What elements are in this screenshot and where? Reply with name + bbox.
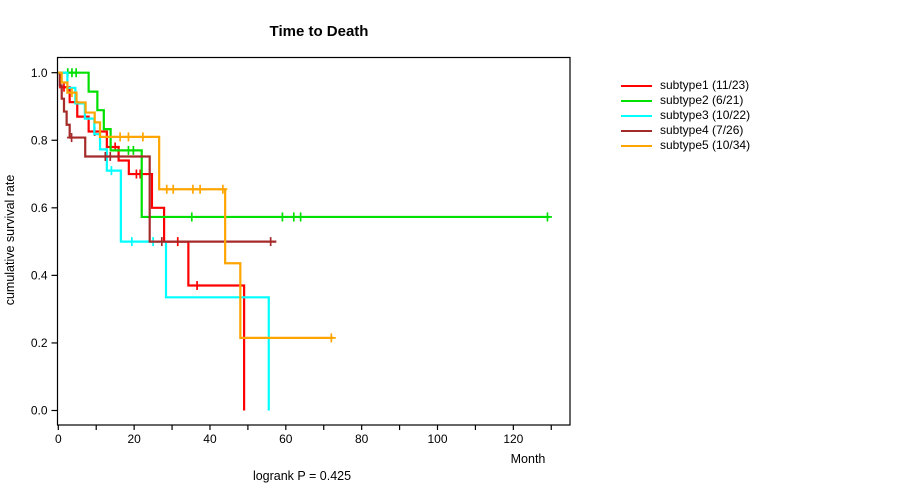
chart-title: Time to Death <box>270 23 369 40</box>
censor-marks-subtype4 <box>67 133 276 247</box>
legend-item-subtype1: subtype1 (11/23) <box>621 78 750 93</box>
legend-line-swatch-subtype2 <box>621 99 652 102</box>
x-axis-title: Month <box>511 452 546 466</box>
axes: 0 20 40 60 80 100 120 0.0 0.2 0.4 0.6 0.8 1.0 <box>31 56 571 446</box>
km-curve-subtype4 <box>58 71 277 243</box>
logrank-pvalue-text: logrank P = 0.425 <box>253 469 351 483</box>
y-tick-label: 0.6 <box>31 201 48 215</box>
legend-line-swatch-subtype4 <box>621 129 652 132</box>
survival-curves <box>58 68 552 411</box>
y-tick-label: 0.4 <box>31 269 48 283</box>
legend: subtype1 (11/23) subtype2 (6/21) subtype3 … <box>621 78 750 153</box>
censor-marks-subtype2 <box>63 68 552 222</box>
legend-item-subtype2: subtype2 (6/21) <box>621 93 750 108</box>
y-tick-label: 1.0 <box>31 66 48 80</box>
x-tick-label: 120 <box>503 432 523 446</box>
legend-line-swatch-subtype5 <box>621 144 652 147</box>
y-axis-title: cumulative survival rate <box>3 175 17 306</box>
km-curve-subtype2 <box>58 71 550 219</box>
legend-label-subtype4: subtype4 (7/26) <box>660 123 744 137</box>
censor-marks-subtype5 <box>67 88 336 343</box>
legend-label-subtype3: subtype3 (10/22) <box>660 108 751 122</box>
legend-line-swatch-subtype1 <box>621 84 652 87</box>
plot-box <box>56 56 571 426</box>
legend-label-subtype1: subtype1 (11/23) <box>660 78 750 92</box>
legend-item-subtype3: subtype3 (10/22) <box>621 108 750 123</box>
y-tick-label: 0.8 <box>31 133 48 147</box>
km-curve-subtype5 <box>58 71 334 339</box>
x-tick-label: 60 <box>279 432 293 446</box>
x-tick-label: 0 <box>55 432 62 446</box>
x-tick-label: 100 <box>427 432 447 446</box>
legend-item-subtype4: subtype4 (7/26) <box>621 123 750 138</box>
legend-label-subtype5: subtype5 (10/34) <box>660 138 751 152</box>
y-tick-label: 0.2 <box>31 336 48 350</box>
legend-line-swatch-subtype3 <box>621 114 652 117</box>
legend-label-subtype2: subtype2 (6/21) <box>660 93 744 107</box>
x-tick-label: 20 <box>127 432 141 446</box>
y-tick-label: 0.0 <box>31 404 48 418</box>
x-tick-label: 40 <box>203 432 217 446</box>
x-tick-label: 80 <box>355 432 369 446</box>
legend-item-subtype5: subtype5 (10/34) <box>621 138 750 153</box>
censor-marks-subtype1 <box>59 82 202 291</box>
